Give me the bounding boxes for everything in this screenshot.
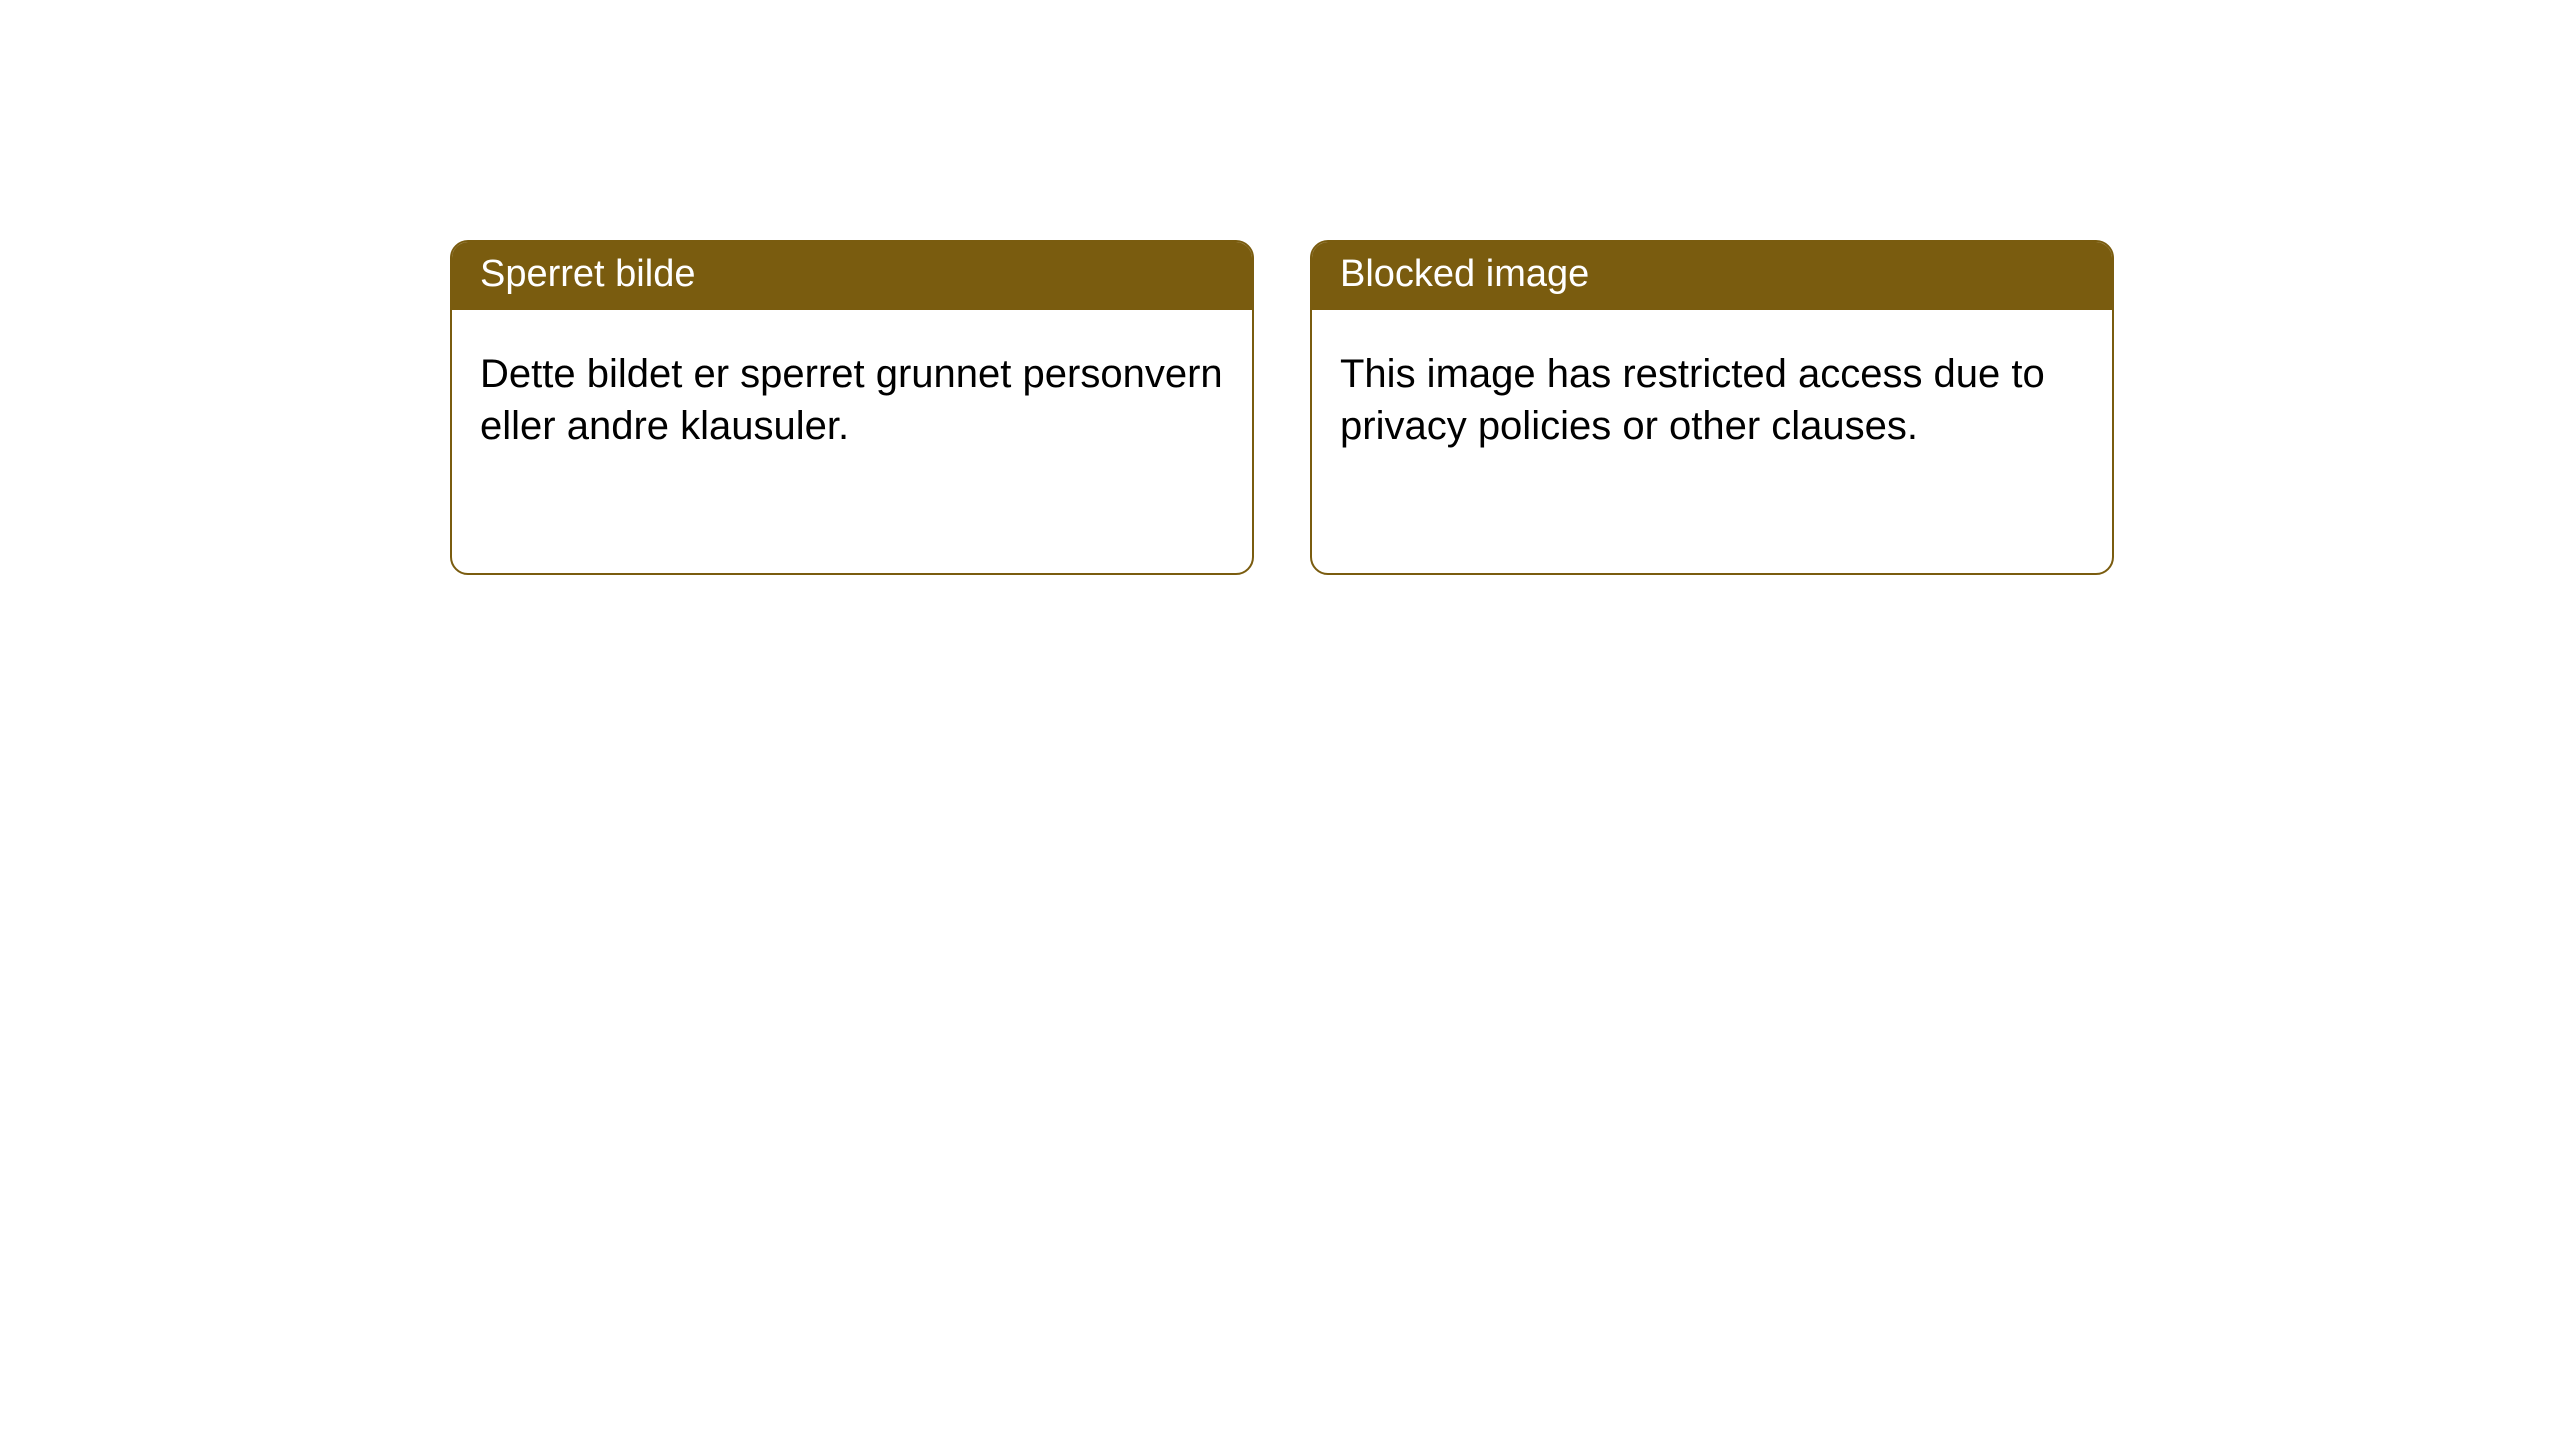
notice-box-en: Blocked image This image has restricted … xyxy=(1310,240,2114,575)
notice-header-en: Blocked image xyxy=(1312,242,2112,310)
notice-box-no: Sperret bilde Dette bildet er sperret gr… xyxy=(450,240,1254,575)
notice-header-no: Sperret bilde xyxy=(452,242,1252,310)
notice-body-no: Dette bildet er sperret grunnet personve… xyxy=(452,310,1252,490)
notice-body-en: This image has restricted access due to … xyxy=(1312,310,2112,490)
notice-container: Sperret bilde Dette bildet er sperret gr… xyxy=(0,0,2560,575)
